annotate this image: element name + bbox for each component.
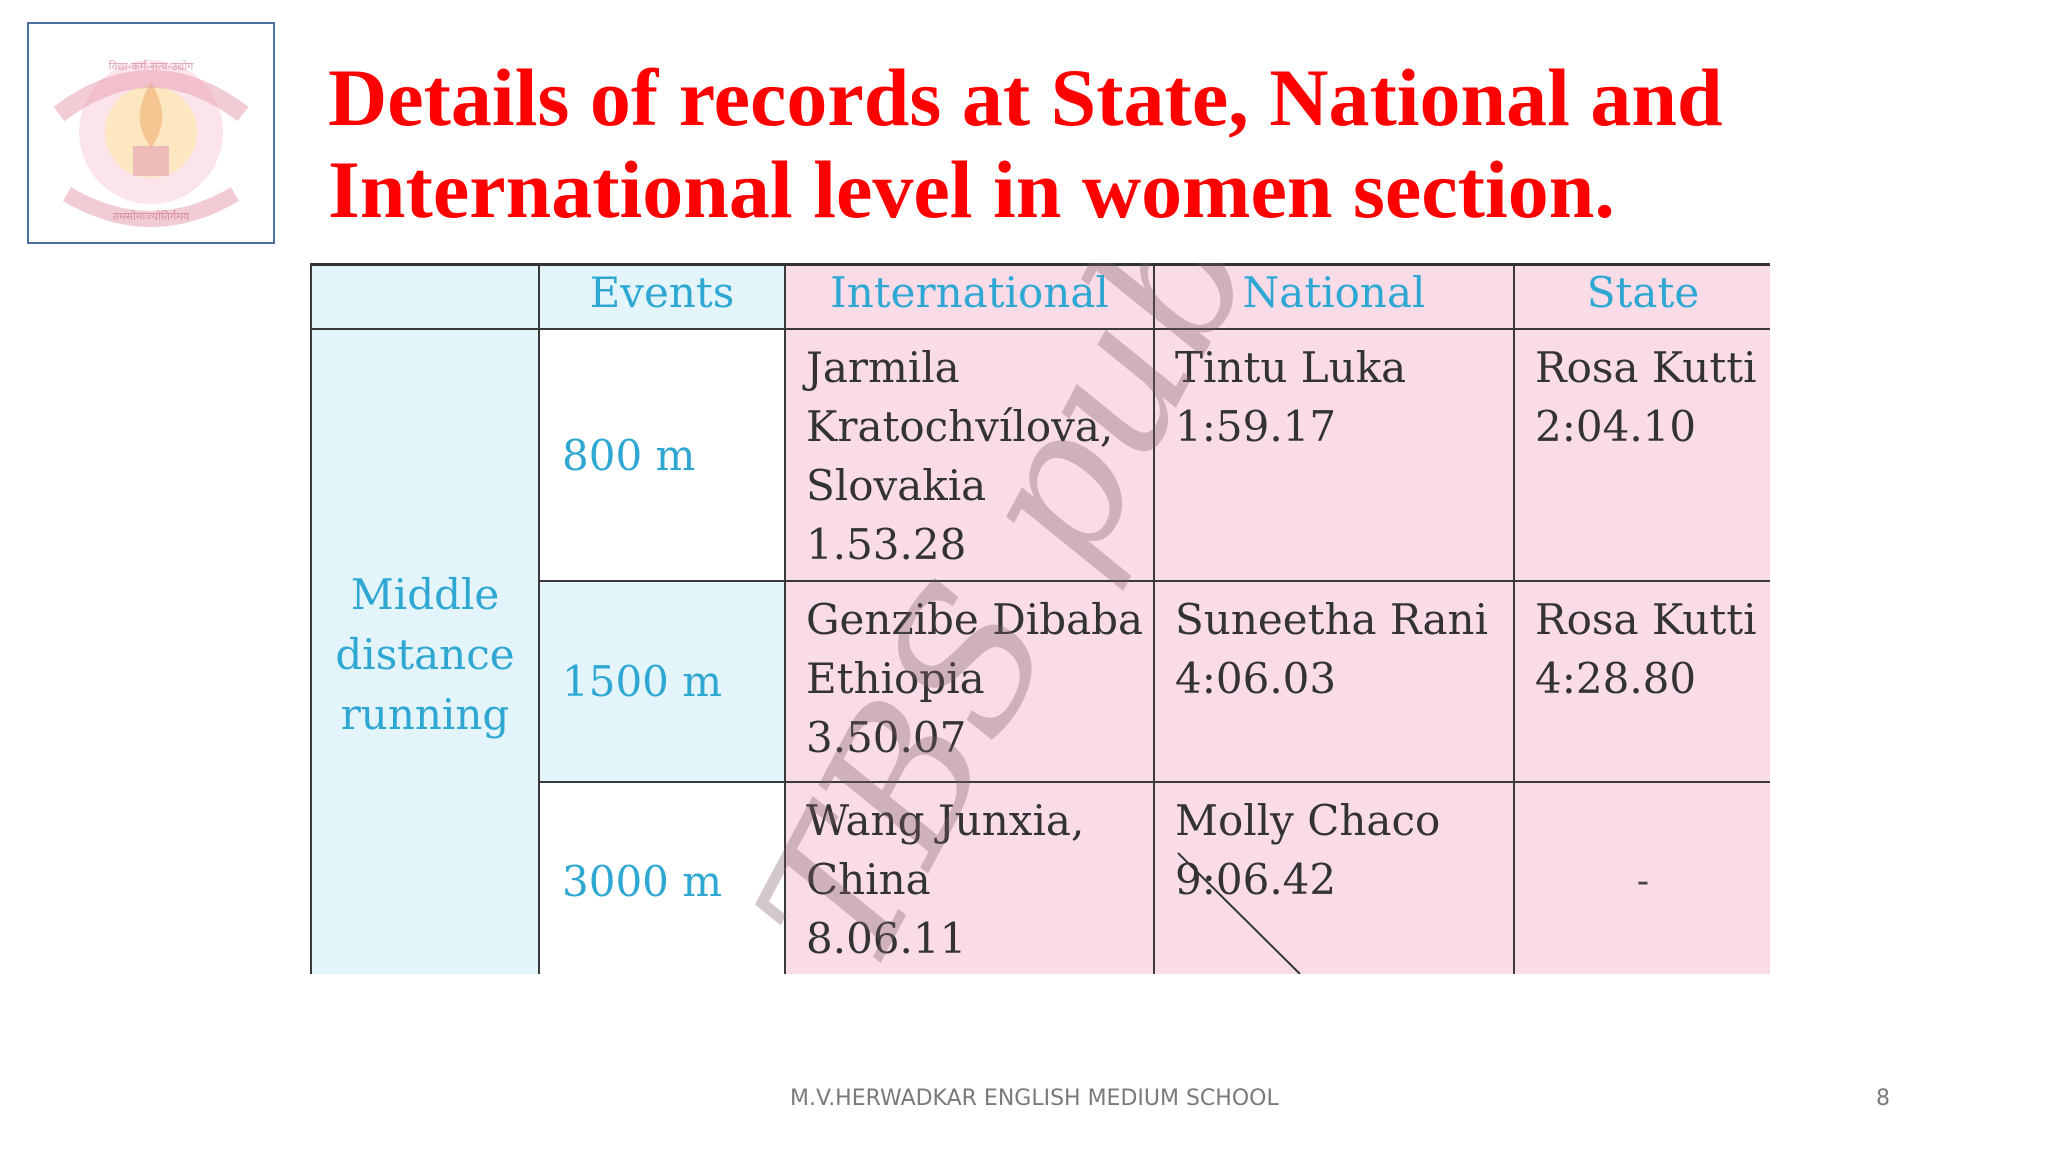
event-cell: 800 m [538,328,786,582]
record-line: 3.50.07 [806,713,967,762]
international-record: Jarmila Kratochvílova, Slovakia 1.53.28 [784,328,1155,582]
header-group [310,263,540,330]
event-cell: 1500 m [538,580,786,783]
title-line-1: Details of records at State, National an… [328,52,1723,143]
table-row: 1500 m Genzibe Dibaba Ethiopia 3.50.07 S… [311,580,1770,783]
event-cell: 3000 m [538,781,786,974]
record-line: 9:06.42 [1175,855,1337,904]
table-row: 3000 m Wang Junxia, China 8.06.11 Molly … [311,781,1770,974]
record-line: Slovakia [806,461,987,510]
record-line: 1:59.17 [1175,402,1337,451]
school-logo: विद्या-कर्म-सत्य-उद्योग तमसोमाज्योतिर्गम… [27,22,275,244]
logo-top-text: विद्या-कर्म-सत्य-उद्योग [109,60,194,73]
group-label-line: distance [335,629,515,679]
state-record: Rosa Kutti 2:04.10 [1513,328,1770,582]
international-record: Genzibe Dibaba Ethiopia 3.50.07 [784,580,1155,783]
slide-page-number: 8 [1876,1086,1890,1111]
record-line: China [806,855,931,904]
record-line: Rosa Kutti [1535,343,1757,392]
header-international: International [784,263,1155,330]
state-record: Rosa Kutti 4:28.80 [1513,580,1770,783]
record-line: Kratochvílova, [806,402,1114,451]
record-line: Wang Junxia, [806,796,1085,845]
national-record: Suneetha Rani 4:06.03 [1153,580,1515,783]
group-label-line: running [340,689,510,739]
record-line: 1.53.28 [806,520,967,569]
records-table-container: Events International National State Midd… [310,263,1770,974]
record-line: Suneetha Rani [1175,595,1489,644]
header-events: Events [538,263,786,330]
record-line: Jarmila [806,343,960,392]
record-line: Genzibe Dibaba [806,595,1144,644]
record-line: 8.06.11 [806,914,967,963]
national-record: Molly Chaco 9:06.42 [1153,781,1515,974]
footer-school-name: M.V.HERWADKAR ENGLISH MEDIUM SCHOOL [790,1086,1279,1111]
record-line: Ethiopia [806,654,985,703]
record-line: 2:04.10 [1535,402,1697,451]
international-record: Wang Junxia, China 8.06.11 [784,781,1155,974]
table-row: Middle distance running 800 m Jarmila Kr… [310,328,1770,974]
header-state: State [1513,263,1770,330]
records-table: Events International National State Midd… [310,263,1770,974]
record-line: Rosa Kutti [1535,595,1757,644]
record-line: Tintu Luka [1175,343,1407,392]
title-line-2: International level in women section. [328,144,1615,235]
header-row: Events International National State [310,263,1770,330]
header-national: National [1153,263,1515,330]
school-emblem-icon: विद्या-कर्म-सत्य-उद्योग तमसोमाज्योतिर्गम… [53,60,249,227]
logo-bottom-text: तमसोमाज्योतिर्गमय [113,210,190,223]
national-record: Tintu Luka 1:59.17 [1153,328,1515,582]
record-line: 4:28.80 [1535,654,1697,703]
record-line: 4:06.03 [1175,654,1337,703]
state-record-empty: - [1513,781,1770,974]
group-label-cell: Middle distance running [310,328,540,974]
group-label-line: Middle [350,569,500,619]
slide-title: Details of records at State, National an… [328,52,1888,236]
record-line: Molly Chaco [1175,796,1441,845]
